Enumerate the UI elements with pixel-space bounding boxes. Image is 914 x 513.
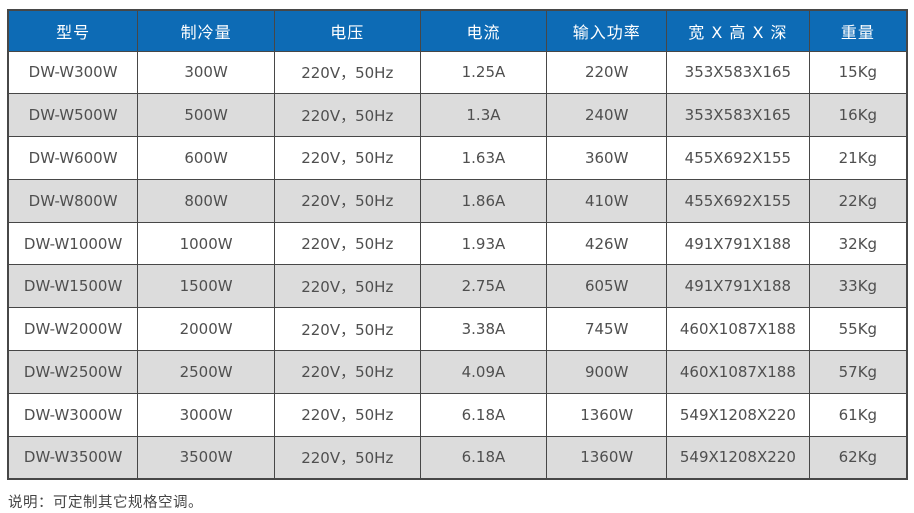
table-cell: 220V，50Hz <box>273 435 421 480</box>
table-cell: 220V，50Hz <box>273 221 421 266</box>
column-header: 型号 <box>7 9 139 52</box>
table-cell: 55Kg <box>808 307 908 352</box>
table-cell: 1.63A <box>419 136 548 180</box>
table-cell: 353X583X165 <box>666 93 810 138</box>
table-cell: 220V，50Hz <box>273 264 421 309</box>
table-cell: 460X1087X188 <box>666 350 810 394</box>
table-cell: 900W <box>546 350 668 394</box>
table-cell: 1.25A <box>419 50 548 95</box>
table-cell: 220V，50Hz <box>273 350 421 394</box>
table-cell: DW-W500W <box>7 93 139 138</box>
table-cell: 33Kg <box>808 264 908 309</box>
table-cell: 3000W <box>137 392 275 437</box>
table-cell: 460X1087X188 <box>666 307 810 352</box>
table-cell: 6.18A <box>419 392 548 437</box>
table-cell: 240W <box>546 93 668 138</box>
table-cell: 21Kg <box>808 136 908 180</box>
table-cell: 491X791X188 <box>666 264 810 309</box>
table-cell: 1.3A <box>419 93 548 138</box>
spec-table: 型号 制冷量 电压 电流 输入功率宽 X 高 X 深重量 DW-W300W 300W 220… <box>7 9 908 480</box>
table-cell: 220V，50Hz <box>273 307 421 352</box>
table-cell: 1360W <box>546 435 668 480</box>
table-header: 型号 制冷量 电压 电流 输入功率宽 X 高 X 深重量 <box>7 9 908 52</box>
column-header: 宽 X 高 X 深 <box>666 9 810 52</box>
table-cell: DW-W800W <box>7 178 139 223</box>
table-cell: 220V，50Hz <box>273 392 421 437</box>
table-cell: 2.75A <box>419 264 548 309</box>
table-cell: 1.93A <box>419 221 548 266</box>
table-cell: 220V，50Hz <box>273 93 421 138</box>
table-cell: 410W <box>546 178 668 223</box>
table-row: DW-W500W 500W 220V，50Hz 1.3A 240W 353X583X165… <box>7 93 908 138</box>
table-cell: 3.38A <box>419 307 548 352</box>
table-cell: 6.18A <box>419 435 548 480</box>
table-cell: 220V，50Hz <box>273 50 421 95</box>
table-cell: 57Kg <box>808 350 908 394</box>
table-cell: 61Kg <box>808 392 908 437</box>
column-header: 制冷量 <box>137 9 275 52</box>
table-cell: 62Kg <box>808 435 908 480</box>
table-cell: DW-W3500W <box>7 435 139 480</box>
table-cell: DW-W3000W <box>7 392 139 437</box>
table-header-row: 型号 制冷量 电压 电流 输入功率宽 X 高 X 深重量 <box>7 9 908 52</box>
table-row: DW-W1000W 1000W 220V，50Hz 1.93A 426W 491X791X… <box>7 221 908 266</box>
table-row: DW-W2000W 2000W 220V，50Hz 3.38A 745W 460X1087… <box>7 307 908 352</box>
column-header: 电压 <box>273 9 421 52</box>
table-cell: 605W <box>546 264 668 309</box>
table-row: DW-W2500W 2500W 220V，50Hz 4.09A 900W 460X1087… <box>7 350 908 394</box>
table-cell: 1500W <box>137 264 275 309</box>
table-cell: 455X692X155 <box>666 178 810 223</box>
table-cell: 3500W <box>137 435 275 480</box>
table-cell: DW-W1500W <box>7 264 139 309</box>
table-row: DW-W800W 800W 220V，50Hz 1.86A 410W 455X692X15… <box>7 178 908 223</box>
table-cell: 353X583X165 <box>666 50 810 95</box>
table-cell: 220W <box>546 50 668 95</box>
table-row: DW-W3000W 3000W 220V，50Hz 6.18A 1360W 549X120… <box>7 392 908 437</box>
table-cell: 220V，50Hz <box>273 178 421 223</box>
table-cell: 220V，50Hz <box>273 136 421 180</box>
table-cell: 4.09A <box>419 350 548 394</box>
table-cell: DW-W2500W <box>7 350 139 394</box>
table-cell: DW-W600W <box>7 136 139 180</box>
column-header: 输入功率 <box>546 9 668 52</box>
column-header: 电流 <box>419 9 548 52</box>
table-cell: DW-W300W <box>7 50 139 95</box>
table-cell: 426W <box>546 221 668 266</box>
table-cell: 15Kg <box>808 50 908 95</box>
table-cell: 16Kg <box>808 93 908 138</box>
table-cell: 455X692X155 <box>666 136 810 180</box>
table-cell: 549X1208X220 <box>666 392 810 437</box>
table-cell: 2000W <box>137 307 275 352</box>
table-row: DW-W3500W 3500W 220V，50Hz 6.18A 1360W 549X120… <box>7 435 908 480</box>
table-row: DW-W1500W 1500W 220V，50Hz 2.75A 605W 491X791X… <box>7 264 908 309</box>
table-cell: 360W <box>546 136 668 180</box>
table-cell: 1.86A <box>419 178 548 223</box>
table-row: DW-W600W 600W 220V，50Hz 1.63A 360W 455X692X15… <box>7 136 908 180</box>
table-cell: 1360W <box>546 392 668 437</box>
table-cell: 300W <box>137 50 275 95</box>
table-cell: 549X1208X220 <box>666 435 810 480</box>
table-cell: 1000W <box>137 221 275 266</box>
table-cell: 32Kg <box>808 221 908 266</box>
table-cell: 600W <box>137 136 275 180</box>
column-header: 重量 <box>808 9 908 52</box>
note-text: 说明：可定制其它规格空调。 <box>8 494 203 511</box>
table-cell: DW-W2000W <box>7 307 139 352</box>
table-cell: DW-W1000W <box>7 221 139 266</box>
table-row: DW-W300W 300W 220V，50Hz 1.25A 220W 353X583X16… <box>7 50 908 95</box>
table-cell: 800W <box>137 178 275 223</box>
table-body: DW-W300W 300W 220V，50Hz 1.25A 220W 353X583X16… <box>7 50 908 480</box>
table-cell: 491X791X188 <box>666 221 810 266</box>
spec-sheet: 型号 制冷量 电压 电流 输入功率宽 X 高 X 深重量 DW-W300W 300W 220… <box>7 9 908 512</box>
table-cell: 745W <box>546 307 668 352</box>
table-cell: 2500W <box>137 350 275 394</box>
table-cell: 500W <box>137 93 275 138</box>
table-cell: 22Kg <box>808 178 908 223</box>
